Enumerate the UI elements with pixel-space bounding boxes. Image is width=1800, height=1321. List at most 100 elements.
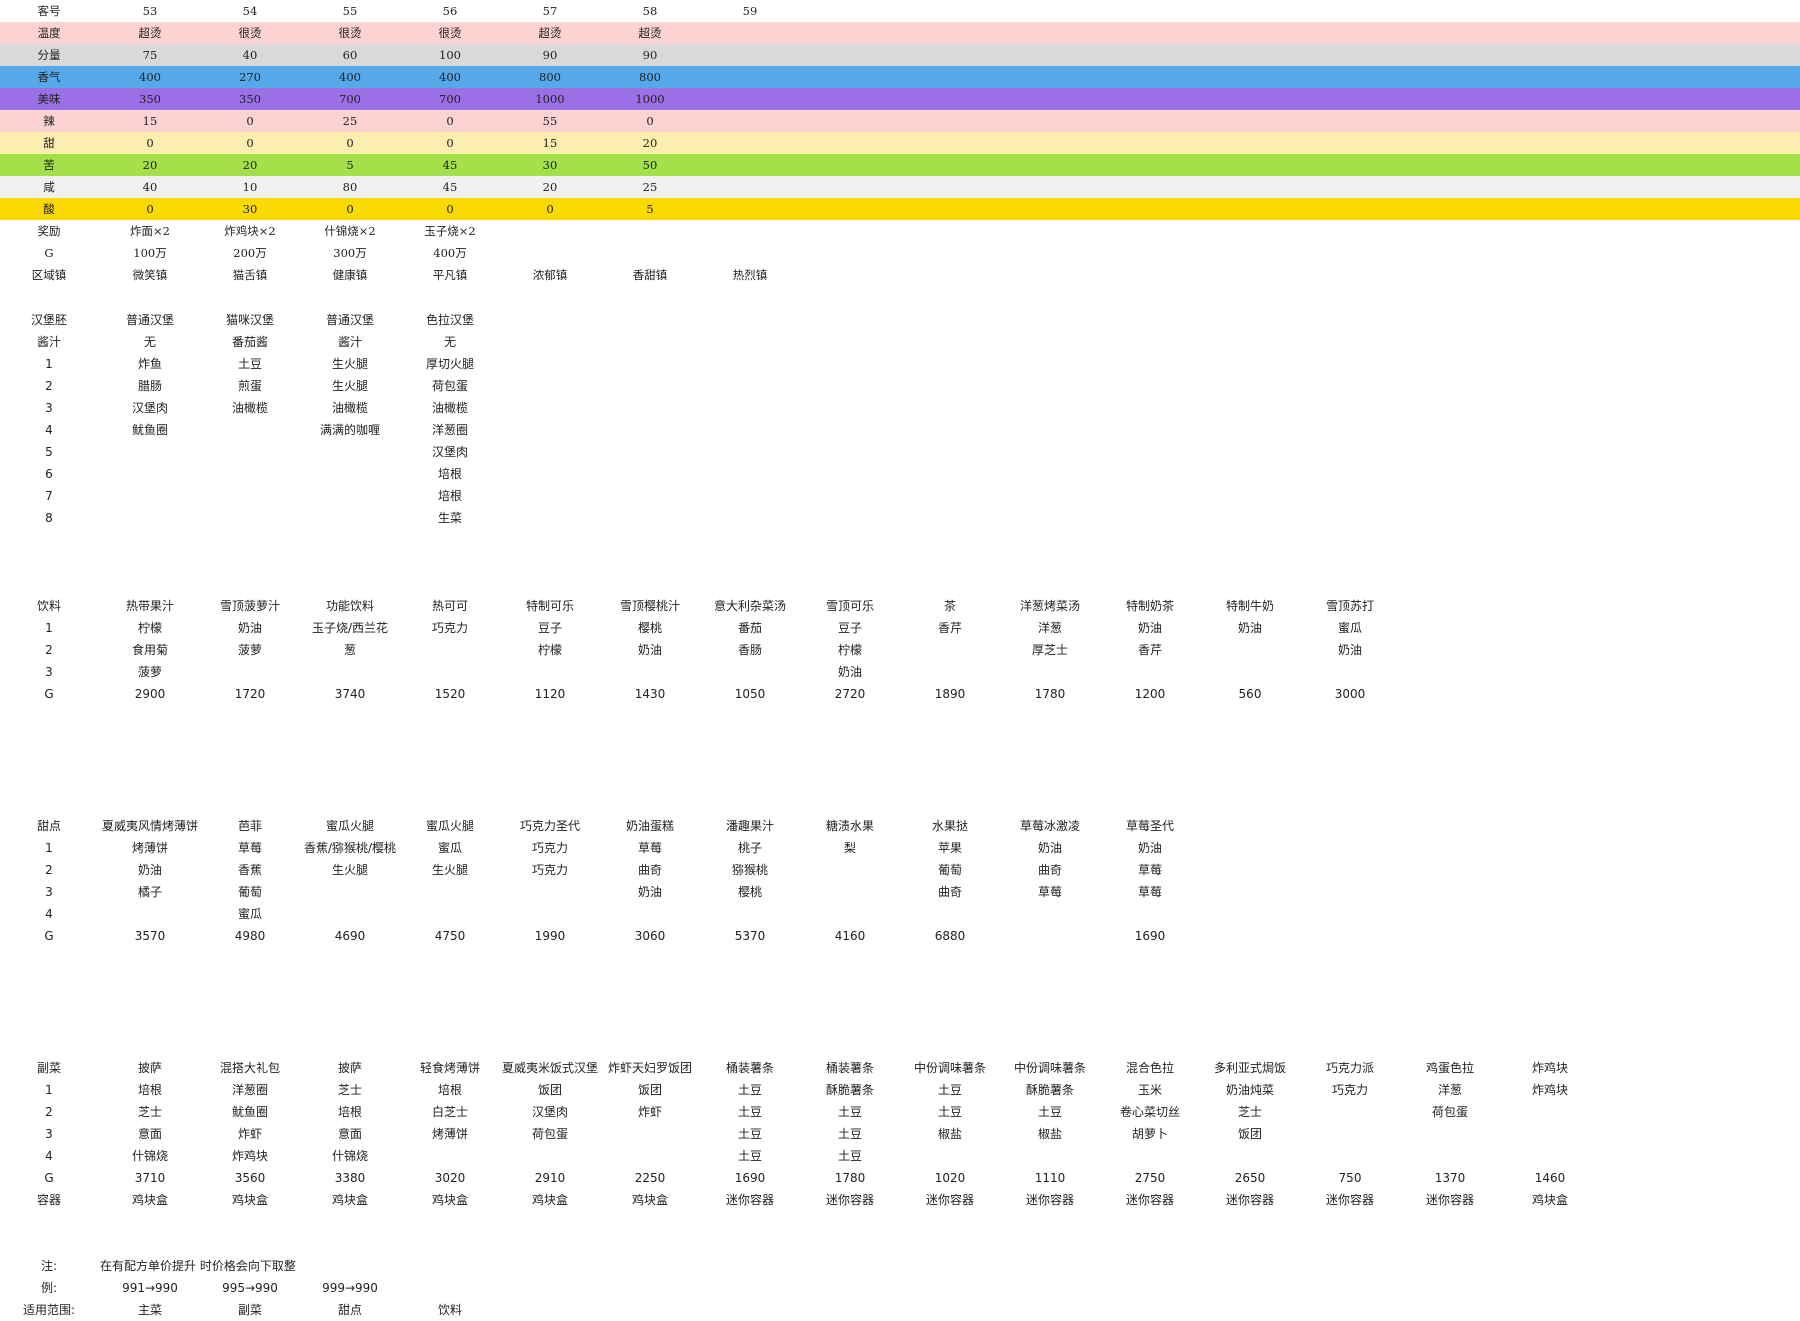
burgers-row: 2 腊肠 煎蛋 生火腿 荷包蛋: [0, 375, 1800, 397]
table-cell: 汉堡肉: [431, 445, 468, 459]
table-cell: 3710: [134, 1171, 166, 1185]
table-cell: 樱桃: [737, 885, 762, 899]
row-label: 温度: [37, 26, 61, 40]
table-cell: 酱汁: [337, 335, 362, 349]
table-cell: 3560: [234, 1171, 266, 1185]
table-cell: 生火腿: [331, 379, 368, 393]
table-cell: [1200, 639, 1300, 661]
table-cell: 轻食烤薄饼: [419, 1061, 480, 1075]
table-cell: 厚芝士: [1031, 643, 1068, 657]
table-cell: [200, 463, 300, 485]
table-cell: 草莓: [1037, 885, 1062, 899]
table-cell: 混搭大礼包: [219, 1061, 280, 1075]
table-cell: 100万: [133, 246, 167, 260]
table-cell: 生火腿: [331, 863, 368, 877]
table-cell: 无: [443, 335, 456, 349]
table-cell: 1200: [1134, 687, 1166, 701]
table-cell: [200, 419, 300, 441]
drinks-row: 3 菠萝 奶油: [0, 661, 1800, 683]
table-cell: [1000, 903, 1100, 925]
table-cell: 中份调味薯条: [1013, 1061, 1086, 1075]
table-cell: 25: [642, 180, 658, 194]
table-cell: 奶油炖菜: [1225, 1083, 1274, 1097]
table-cell: 巧克力: [431, 621, 468, 635]
table-cell: 15: [542, 136, 558, 150]
table-cell: [800, 881, 900, 903]
table-cell: 奶油: [1037, 841, 1062, 855]
table-cell: 蜜瓜: [237, 907, 262, 921]
table-cell: 厚切火腿: [425, 357, 474, 371]
table-cell: 菠萝: [237, 643, 262, 657]
band-sweet: [0, 132, 1800, 154]
row-label: 2: [45, 643, 53, 657]
table-cell: 苹果: [937, 841, 962, 855]
table-cell: 芝士: [137, 1105, 162, 1119]
table-cell: 健康镇: [332, 268, 368, 282]
table-cell: 糖渍水果: [825, 819, 874, 833]
table-cell: 雪顶樱桃汁: [619, 599, 680, 613]
table-cell: 炸虾天妇罗饭团: [607, 1061, 692, 1075]
table-cell: 2650: [1234, 1171, 1266, 1185]
table-cell: 饭团: [1237, 1127, 1262, 1141]
table-cell: 橘子: [137, 885, 162, 899]
customers-row: 酸 0 30 0 0 0 5: [0, 198, 1800, 220]
table-cell: 煎蛋: [237, 379, 262, 393]
table-cell: 雪顶菠萝汁: [219, 599, 280, 613]
table-cell: 20: [542, 180, 558, 194]
row-label: 客号: [37, 4, 61, 18]
table-cell: [200, 485, 300, 507]
table-cell: 53: [142, 4, 158, 18]
table-cell: [500, 881, 600, 903]
table-cell: 54: [242, 4, 258, 18]
table-cell: 曲奇: [637, 863, 662, 877]
table-cell: 1520: [434, 687, 466, 701]
table-cell: 香蕉: [237, 863, 262, 877]
table-cell: 奶油: [1237, 621, 1262, 635]
table-cell: [1300, 661, 1400, 683]
desserts-row: 2 奶油 香蕉 生火腿 生火腿 巧克力 曲奇 猕猴桃 葡萄 曲奇 草莓: [0, 859, 1800, 881]
customers-row: 咸 40 10 80 45 20 25: [0, 176, 1800, 198]
table-cell: 披萨: [337, 1061, 362, 1075]
table-cell: 胡萝卜: [1131, 1127, 1168, 1141]
row-label: 奖励: [37, 224, 61, 238]
table-cell: 饮料: [437, 1303, 462, 1317]
table-cell: 很烫: [238, 26, 262, 40]
table-cell: 食用菊: [131, 643, 168, 657]
table-cell: 烤薄饼: [431, 1127, 468, 1141]
table-cell: 0: [146, 202, 154, 216]
table-cell: 炸虾: [237, 1127, 262, 1141]
table-cell: 5: [346, 158, 354, 172]
table-cell: 迷你容器: [925, 1193, 974, 1207]
table-cell: 巧克力圣代: [519, 819, 580, 833]
table-cell: [1100, 1145, 1200, 1167]
table-cell: 汉堡肉: [531, 1105, 568, 1119]
row-label: 7: [45, 489, 53, 503]
table-cell: 奶油: [1337, 643, 1362, 657]
table-cell: 700: [339, 92, 361, 106]
table-cell: 意大利杂菜汤: [713, 599, 786, 613]
table-cell: 葡萄: [937, 863, 962, 877]
table-cell: 400万: [433, 246, 467, 260]
table-cell: 1720: [234, 687, 266, 701]
table-cell: 迷你容器: [1325, 1193, 1374, 1207]
table-cell: 鱿鱼圈: [231, 1105, 268, 1119]
table-cell: 培根: [337, 1105, 362, 1119]
table-cell: 草莓: [1137, 885, 1162, 899]
table-cell: [300, 881, 400, 903]
table-cell: 鸡块盒: [1531, 1193, 1568, 1207]
row-label: 辣: [43, 114, 55, 128]
table-cell: 40: [142, 180, 158, 194]
table-cell: 功能饮料: [325, 599, 374, 613]
table-cell: 满满的咖喱: [319, 423, 380, 437]
burgers-row: 1 炸鱼 土豆 生火腿 厚切火腿: [0, 353, 1800, 375]
table-cell: 玉子烧/西兰花: [311, 621, 389, 635]
band-aroma: [0, 66, 1800, 88]
table-cell: [1400, 1123, 1500, 1145]
table-cell: [300, 661, 400, 683]
row-label: 3: [45, 1127, 53, 1141]
table-cell: [300, 903, 400, 925]
table-cell: 2910: [534, 1171, 566, 1185]
row-label: 2: [45, 863, 53, 877]
table-cell: 饭团: [537, 1083, 562, 1097]
table-cell: 迷你容器: [725, 1193, 774, 1207]
